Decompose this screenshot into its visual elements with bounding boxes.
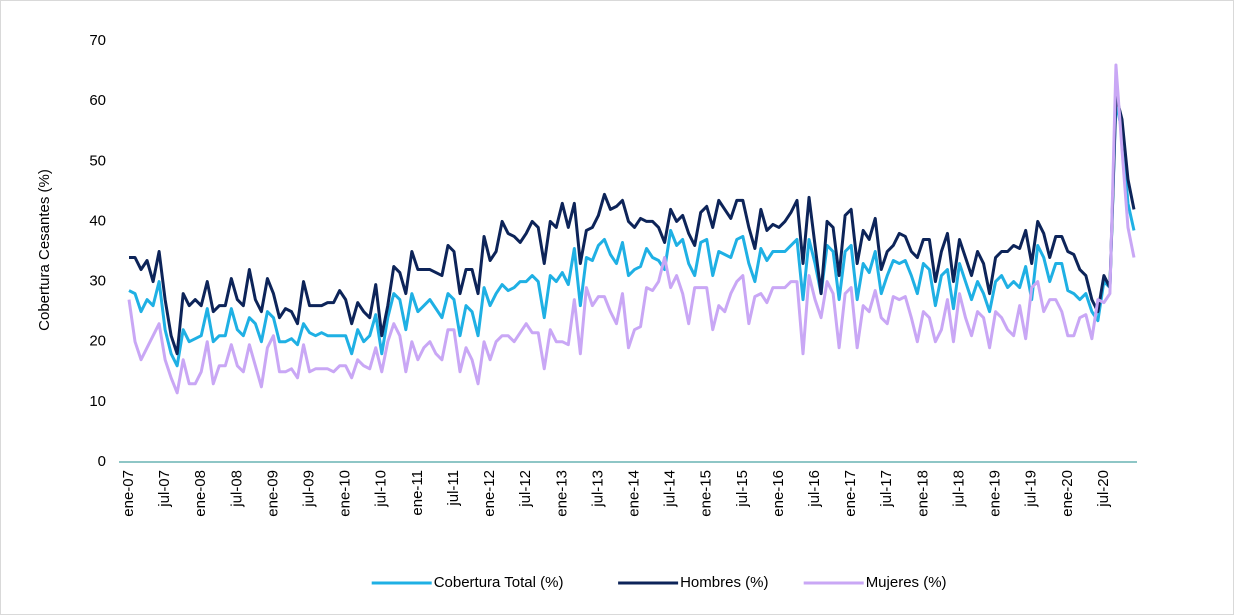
y-tick-label: 40 — [89, 212, 106, 229]
x-tick-label: jul-10 — [373, 470, 390, 508]
legend-label: Mujeres (%) — [866, 574, 947, 591]
y-tick-label: 0 — [98, 453, 106, 470]
x-tick-label: ene-18 — [914, 470, 931, 517]
x-tick-label: jul-08 — [228, 470, 245, 508]
x-tick-label: jul-20 — [1095, 470, 1112, 508]
y-tick-label: 30 — [89, 273, 106, 290]
x-tick-label: jul-15 — [734, 470, 751, 508]
x-tick-label: jul-07 — [156, 470, 173, 508]
legend-label: Cobertura Total (%) — [434, 574, 564, 591]
x-tick-label: ene-16 — [770, 470, 787, 517]
y-tick-label: 10 — [89, 393, 106, 410]
x-tick-label: jul-16 — [806, 470, 823, 508]
series-line — [129, 93, 1136, 356]
x-tick-label: ene-12 — [481, 470, 498, 517]
x-tick-label: ene-07 — [120, 470, 137, 517]
x-tick-label: jul-11 — [445, 470, 462, 507]
x-tick-label: ene-10 — [337, 470, 354, 517]
x-tick-label: ene-11 — [409, 470, 426, 516]
x-tick-label: jul-12 — [517, 470, 534, 508]
x-tick-label: ene-14 — [625, 470, 642, 517]
x-tick-label: ene-13 — [553, 470, 570, 517]
x-tick-label: ene-15 — [698, 470, 715, 517]
x-tick-label: ene-09 — [264, 470, 281, 517]
x-tick-label: ene-20 — [1059, 470, 1076, 517]
y-tick-label: 70 — [89, 32, 106, 49]
x-tick-label: jul-17 — [878, 470, 895, 508]
x-tick-label: jul-14 — [662, 470, 679, 508]
series-line — [127, 63, 1136, 395]
x-tick-label: ene-17 — [842, 470, 859, 517]
series-line — [128, 99, 1136, 368]
x-tick-label: jul-09 — [301, 470, 318, 508]
x-tick-label: ene-19 — [987, 470, 1004, 517]
x-tick-label: ene-08 — [192, 470, 209, 517]
x-tick-label: jul-19 — [1023, 470, 1040, 508]
legend-label: Hombres (%) — [680, 574, 768, 591]
x-tick-label: jul-18 — [950, 470, 967, 508]
y-tick-label: 20 — [89, 333, 106, 350]
y-axis-label: Cobertura Cesantes (%) — [36, 169, 53, 331]
y-tick-label: 60 — [89, 92, 106, 109]
x-tick-label: jul-13 — [589, 470, 606, 508]
y-tick-label: 50 — [89, 152, 106, 169]
